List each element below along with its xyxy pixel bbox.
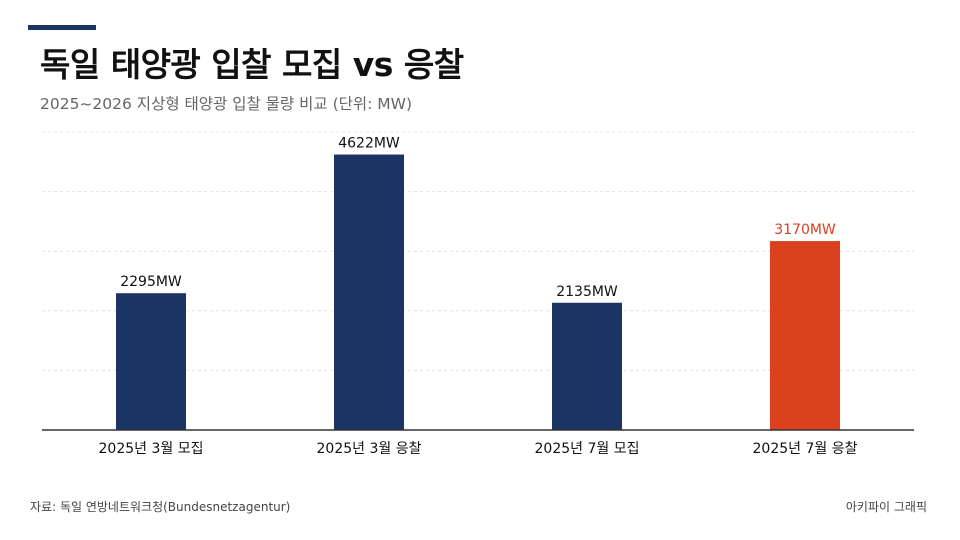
data-label: 2295MW bbox=[120, 274, 182, 290]
title-accent-bar bbox=[28, 25, 96, 30]
bar bbox=[116, 293, 186, 430]
page-subtitle: 2025~2026 지상형 태양광 입찰 물량 비교 (단위: MW) bbox=[40, 95, 413, 113]
x-tick-label: 2025년 3월 모집 bbox=[99, 441, 204, 457]
x-tick-label: 2025년 7월 모집 bbox=[535, 441, 640, 457]
bar bbox=[770, 241, 840, 430]
bar bbox=[334, 154, 404, 430]
data-label: 3170MW bbox=[774, 222, 836, 238]
x-tick-label: 2025년 3월 응찰 bbox=[317, 441, 422, 457]
graphic-credit: 아키파이 그래픽 bbox=[845, 500, 927, 514]
page-title: 독일 태양광 입찰 모집 vs 응찰 bbox=[40, 45, 464, 84]
source-note: 자료: 독일 연방네트워크청(Bundesnetzagentur) bbox=[30, 500, 291, 514]
x-tick-label: 2025년 7월 응찰 bbox=[753, 441, 858, 457]
data-label: 4622MW bbox=[338, 136, 400, 152]
bar bbox=[552, 302, 622, 430]
data-label: 2135MW bbox=[556, 284, 618, 300]
